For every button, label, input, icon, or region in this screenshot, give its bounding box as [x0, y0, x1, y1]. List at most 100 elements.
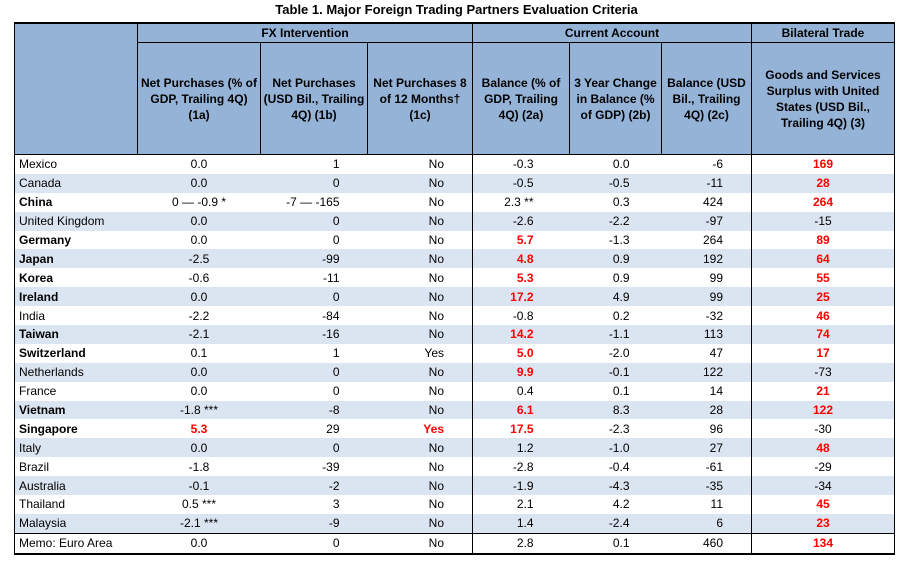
fx-gdp-cell: -2.1 — [137, 325, 261, 344]
ca-change-cell: -0.4 — [608, 459, 630, 474]
fx-months-cell: No — [367, 211, 473, 231]
ca-change-cell: 0.3 — [612, 195, 630, 210]
country-name-cell: Canada — [14, 173, 138, 193]
fx-months-cell: No — [367, 306, 473, 326]
group-header-bilateral-trade: Bilateral Trade — [751, 22, 895, 43]
ca-usd-cell: 99 — [661, 268, 752, 288]
ca-usd-cell: 264 — [661, 230, 752, 250]
country-name-cell: Germany — [14, 230, 138, 250]
country-name-cell: Netherlands — [14, 362, 138, 382]
ca-change-cell: -0.1 — [569, 362, 662, 382]
column-header-2c: Balance (USD Bil., Trailing 4Q) (2c) — [661, 42, 752, 155]
fx-usd-cell: -11 — [323, 270, 340, 285]
trade-surplus-cell: -15 — [751, 211, 895, 231]
fx-months-cell: No — [367, 268, 473, 288]
trade-surplus-cell: 46 — [751, 306, 895, 326]
ca-usd-cell: 28 — [661, 400, 752, 420]
ca-change-cell: -4.3 — [569, 476, 662, 496]
fx-months-cell: No — [367, 287, 473, 307]
ca-gdp-cell: 14.2 — [472, 325, 570, 344]
country-name-cell: Australia — [14, 476, 138, 496]
ca-gdp-cell: -0.3 — [512, 157, 534, 172]
table-row: Vietnam -1.8 *** -8 No 6.1 8.3 28 122 — [14, 400, 895, 420]
fx-gdp-cell: 0.0 — [190, 157, 208, 172]
fx-months-cell: No — [367, 325, 473, 344]
fx-months-cell: Yes — [367, 419, 473, 439]
fx-usd-cell: -9 — [260, 513, 368, 534]
country-name-cell: Brazil — [14, 457, 138, 477]
corner-header-cell — [14, 22, 138, 155]
table-row: Brazil -1.8 -39 No -2.8 -0.4 -61 -29 — [14, 457, 895, 477]
trade-surplus-cell: 17 — [751, 343, 895, 363]
fx-gdp-cell: 0.1 — [190, 346, 208, 361]
table-row: Mexico 0.0 1 No -0.3 0.0 -6 169 — [14, 154, 895, 174]
table-row: Korea -0.6 -11 No 5.3 0.9 99 55 — [14, 268, 895, 288]
ca-gdp-cell: -0.5 — [472, 173, 570, 193]
ca-gdp-cell: 2.3 ** — [504, 195, 534, 210]
fx-months-cell: No — [367, 230, 473, 250]
ca-gdp-cell: -1.9 — [472, 476, 570, 496]
country-name-cell: Vietnam — [14, 400, 138, 420]
fx-usd-cell: -39 — [322, 459, 340, 474]
column-header-3: Goods and Services Surplus with United S… — [751, 42, 895, 155]
fx-gdp-cell: -2.1 *** — [137, 513, 261, 534]
ca-gdp-cell: 1.2 — [472, 438, 570, 458]
country-name-cell: China — [14, 192, 138, 212]
fx-months-cell: No — [367, 192, 473, 212]
trade-surplus-cell: -73 — [751, 362, 895, 382]
trade-surplus-cell: 64 — [751, 249, 895, 269]
country-name-cell: Singapore — [14, 419, 138, 439]
ca-gdp-cell: 17.5 — [510, 421, 534, 436]
country-name-cell: France — [14, 381, 138, 401]
fx-gdp-cell: -0.1 — [137, 476, 261, 496]
table-row: Italy 0.0 0 No 1.2 -1.0 27 48 — [14, 438, 895, 458]
group-header-fx-intervention: FX Intervention — [137, 22, 473, 43]
fx-months-cell: No — [367, 381, 473, 401]
fx-months-cell: No — [367, 400, 473, 420]
ca-usd-cell: -61 — [661, 457, 752, 477]
fx-gdp-cell: 0.0 — [137, 362, 261, 382]
fx-usd-cell: 0 — [260, 173, 368, 193]
ca-change-cell: -1.3 — [608, 233, 630, 247]
trade-surplus-cell: 134 — [751, 532, 895, 555]
table-row: France 0.0 0 No 0.4 0.1 14 21 — [14, 381, 895, 401]
ca-usd-cell: -97 — [661, 211, 752, 231]
column-header-1a: Net Purchases (% of GDP, Trailing 4Q) (1… — [137, 42, 261, 155]
group-header-current-account: Current Account — [472, 22, 752, 43]
table-row: Germany 0.0 0 No 5.7 -1.3 264 89 — [14, 230, 895, 250]
fx-months-cell: No — [367, 438, 473, 458]
fx-usd-cell: 29 — [326, 421, 340, 436]
country-name-cell: Ireland — [14, 287, 138, 307]
fx-usd-cell: 0 — [260, 287, 368, 307]
ca-change-cell: 0.0 — [612, 157, 630, 172]
ca-usd-cell: -6 — [661, 154, 752, 174]
country-name-cell: Mexico — [14, 154, 138, 174]
fx-gdp-cell: 0.0 — [190, 384, 208, 399]
country-name-cell: Switzerland — [14, 343, 138, 363]
fx-months-cell: No — [367, 173, 473, 193]
fx-usd-cell: 1 — [332, 346, 340, 361]
column-header-1b: Net Purchases (USD Bil., Trailing 4Q) (1… — [260, 42, 368, 155]
fx-months-cell: No — [367, 513, 473, 534]
fx-gdp-cell: 0.0 — [190, 233, 208, 247]
ca-gdp-cell: 4.8 — [472, 249, 570, 269]
trade-surplus-cell: 122 — [751, 400, 895, 420]
fx-gdp-cell: 5.3 — [190, 421, 208, 436]
country-name-cell: Japan — [14, 249, 138, 269]
ca-usd-cell: 96 — [661, 419, 752, 439]
fx-usd-cell: -16 — [260, 325, 368, 344]
column-header-2a: Balance (% of GDP, Trailing 4Q) (2a) — [472, 42, 570, 155]
fx-usd-cell: 3 — [332, 497, 340, 512]
fx-gdp-cell: 0.0 — [137, 532, 261, 555]
ca-change-cell: -2.3 — [608, 421, 630, 436]
fx-usd-cell: -8 — [260, 400, 368, 420]
trade-surplus-cell: 89 — [751, 230, 895, 250]
fx-gdp-cell: 0.0 — [137, 287, 261, 307]
ca-usd-cell: 192 — [661, 249, 752, 269]
country-name-cell: Thailand — [14, 495, 138, 514]
table-row: Australia -0.1 -2 No -1.9 -4.3 -35 -34 — [14, 476, 895, 496]
ca-gdp-cell: 17.2 — [472, 287, 570, 307]
column-header-1c: Net Purchases 8 of 12 Months† (1c) — [367, 42, 473, 155]
fx-gdp-cell: 0 — -0.9 * — [171, 195, 227, 210]
trade-surplus-cell: 55 — [751, 268, 895, 288]
